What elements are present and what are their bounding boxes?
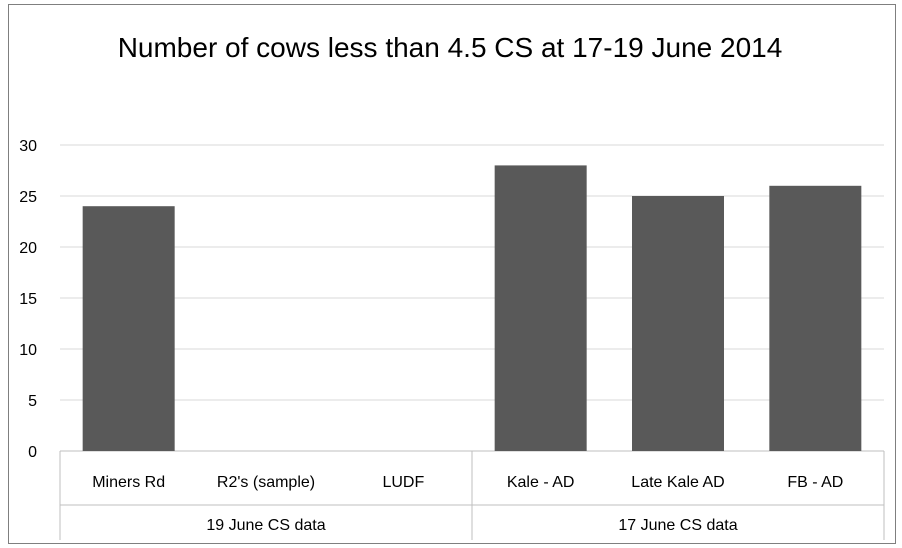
x-group-label: 19 June CS data (206, 517, 325, 534)
x-axis-groups: 19 June CS data 17 June CS data (59, 451, 885, 540)
y-tick-label: 20 (19, 240, 37, 257)
x-category-label: Kale - AD (507, 474, 575, 491)
bar (494, 165, 587, 451)
y-axis-ticks: 0 5 10 15 20 25 30 (19, 138, 37, 461)
y-tick-label: 30 (19, 138, 37, 155)
y-tick-label: 15 (19, 291, 37, 308)
x-category-label: Late Kale AD (631, 474, 724, 491)
x-category-label: FB - AD (787, 474, 843, 491)
y-tick-label: 10 (19, 342, 37, 359)
y-tick-label: 25 (19, 189, 37, 206)
y-tick-label: 0 (28, 444, 37, 461)
gridlines (60, 144, 884, 452)
x-category-label: LUDF (382, 474, 424, 491)
bar (82, 206, 175, 451)
x-category-label: R2's (sample) (217, 474, 315, 491)
x-axis-categories: Miners Rd R2's (sample) LUDF Kale - AD Late … (92, 474, 843, 491)
y-tick-label: 5 (28, 393, 37, 410)
bar (632, 196, 724, 451)
bar (769, 185, 862, 452)
x-group-label: 17 June CS data (618, 517, 737, 534)
chart-title: Number of cows less than 4.5 CS at 17-19… (117, 32, 783, 63)
bars (82, 165, 862, 452)
x-category-label: Miners Rd (92, 474, 165, 491)
